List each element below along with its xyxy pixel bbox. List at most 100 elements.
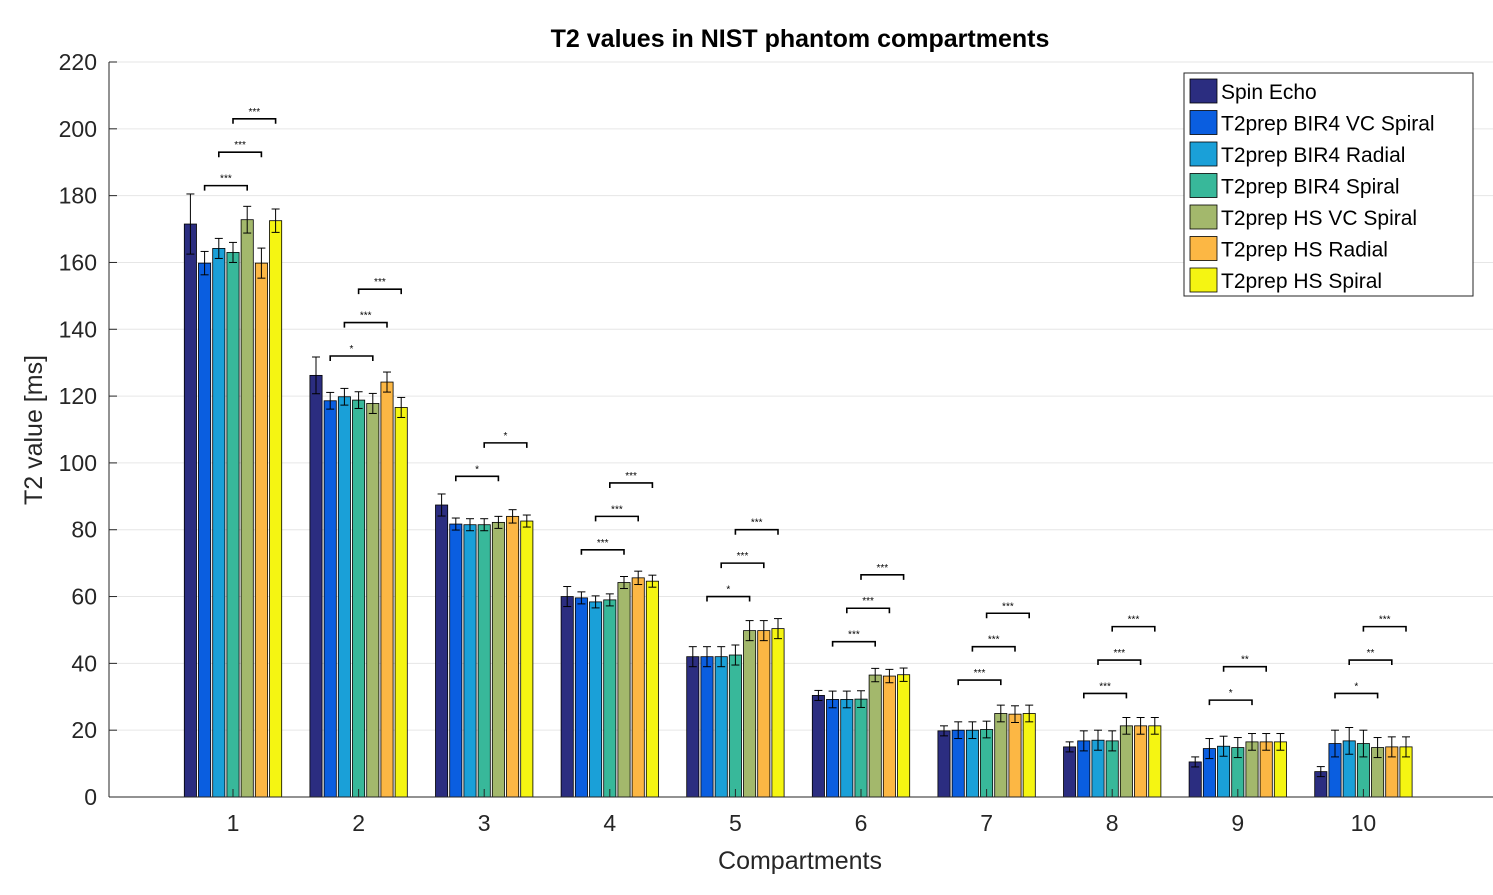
significance-bracket bbox=[455, 475, 500, 482]
y-tick-label: 80 bbox=[71, 517, 97, 543]
bar bbox=[1022, 713, 1036, 798]
x-tick-label: 4 bbox=[603, 810, 616, 836]
legend: Spin Echo T2prep BIR4 VC Spiral T2prep BIR… bbox=[1183, 72, 1474, 297]
bar bbox=[965, 729, 979, 798]
axes: 0 20 40 60 80 100 120 140 160 180 200 220 1 2 3 4 5 6 7 8 9 1… bbox=[59, 49, 1493, 836]
bar bbox=[449, 523, 463, 798]
significance-bracket bbox=[734, 528, 779, 535]
bar bbox=[631, 577, 645, 798]
bar bbox=[1063, 746, 1077, 798]
significance-label: * bbox=[504, 431, 508, 442]
bar bbox=[560, 596, 574, 798]
significance-bracket bbox=[609, 482, 654, 488]
significance-bracket bbox=[957, 679, 1002, 686]
y-tick-label: 20 bbox=[71, 717, 97, 743]
significance-label: *** bbox=[848, 630, 860, 641]
significance-bracket bbox=[218, 151, 263, 158]
bar bbox=[700, 656, 714, 798]
bar bbox=[686, 656, 700, 798]
bar bbox=[254, 262, 268, 798]
legend-box bbox=[1183, 72, 1474, 297]
bar bbox=[743, 630, 757, 798]
significance-bracket bbox=[1111, 625, 1156, 632]
significance-bracket bbox=[232, 117, 277, 124]
bar bbox=[1008, 713, 1022, 798]
y-tick-label: 40 bbox=[71, 650, 97, 676]
significance-label: *** bbox=[248, 107, 260, 118]
significance-label: * bbox=[350, 344, 354, 355]
significance-bracket bbox=[343, 321, 388, 328]
y-axis-label: T2 value [ms] bbox=[20, 355, 48, 505]
legend-swatch bbox=[1189, 141, 1218, 167]
significance-label: *** bbox=[611, 504, 623, 515]
significance-label: *** bbox=[220, 174, 232, 185]
significance-bracket bbox=[594, 515, 639, 522]
bar bbox=[589, 601, 603, 798]
significance-bracket bbox=[357, 288, 402, 295]
significance-label: *** bbox=[1128, 615, 1140, 626]
chart-title: T2 values in NIST phantom compartments bbox=[551, 25, 1050, 53]
significance-bracket bbox=[706, 595, 751, 602]
bar bbox=[323, 400, 337, 798]
bar bbox=[840, 699, 854, 798]
bar bbox=[811, 695, 825, 798]
legend-swatch bbox=[1189, 78, 1218, 104]
significance-label: *** bbox=[1099, 681, 1111, 692]
y-tick-label: 120 bbox=[59, 383, 97, 409]
significance-bracket bbox=[985, 612, 1030, 619]
bar bbox=[477, 524, 491, 798]
legend-swatch bbox=[1189, 267, 1218, 293]
significance-bracket bbox=[1208, 699, 1253, 706]
significance-bracket bbox=[483, 442, 528, 448]
bar bbox=[617, 582, 631, 798]
bar bbox=[1148, 725, 1162, 798]
significance-bracket bbox=[1097, 659, 1142, 666]
legend-entry: T2prep HS Radial bbox=[1221, 239, 1388, 262]
significance-label: *** bbox=[876, 563, 888, 574]
bar bbox=[645, 580, 659, 798]
bar bbox=[506, 515, 520, 798]
x-tick-label: 10 bbox=[1351, 810, 1377, 836]
significance-label: *** bbox=[737, 551, 749, 562]
significance-label: *** bbox=[1002, 601, 1014, 612]
significance-bracket bbox=[846, 607, 891, 614]
bar bbox=[937, 730, 951, 798]
x-tick-label: 7 bbox=[980, 810, 993, 836]
bar bbox=[394, 407, 408, 798]
bar bbox=[380, 381, 394, 798]
bar bbox=[980, 729, 994, 798]
bar bbox=[240, 219, 254, 798]
legend-swatch bbox=[1189, 173, 1218, 198]
significance-bracket bbox=[1222, 665, 1267, 672]
y-tick-label: 180 bbox=[59, 183, 97, 209]
significance-bracket bbox=[831, 640, 876, 647]
legend-swatch bbox=[1189, 236, 1218, 261]
x-axis-label: Compartments bbox=[718, 847, 882, 875]
x-tick-label: 1 bbox=[227, 810, 240, 836]
bar bbox=[574, 597, 588, 798]
y-tick-label: 100 bbox=[59, 450, 97, 476]
y-tick-label: 60 bbox=[71, 584, 97, 610]
significance-bracket bbox=[860, 574, 905, 580]
y-tick-label: 220 bbox=[59, 49, 97, 75]
bar bbox=[826, 699, 840, 798]
bar bbox=[728, 654, 742, 798]
legend-entry: Spin Echo bbox=[1221, 81, 1317, 104]
bar bbox=[1134, 725, 1148, 798]
bar bbox=[1119, 725, 1133, 798]
significance-label: *** bbox=[625, 471, 637, 482]
significance-label: * bbox=[1229, 688, 1233, 699]
significance-label: *** bbox=[1379, 615, 1391, 626]
y-tick-label: 0 bbox=[84, 784, 97, 810]
significance-bracket bbox=[1362, 625, 1407, 632]
legend-entry: T2prep BIR4 VC Spiral bbox=[1221, 113, 1435, 136]
x-tick-label: 6 bbox=[855, 810, 868, 836]
bar bbox=[520, 520, 534, 798]
bar bbox=[491, 521, 505, 798]
x-tick-label: 8 bbox=[1106, 810, 1119, 836]
bar bbox=[337, 396, 351, 798]
x-tick-label: 5 bbox=[729, 810, 742, 836]
significance-label: *** bbox=[1113, 648, 1125, 659]
error-bars bbox=[186, 193, 1410, 778]
significance-bracket bbox=[1348, 659, 1393, 666]
